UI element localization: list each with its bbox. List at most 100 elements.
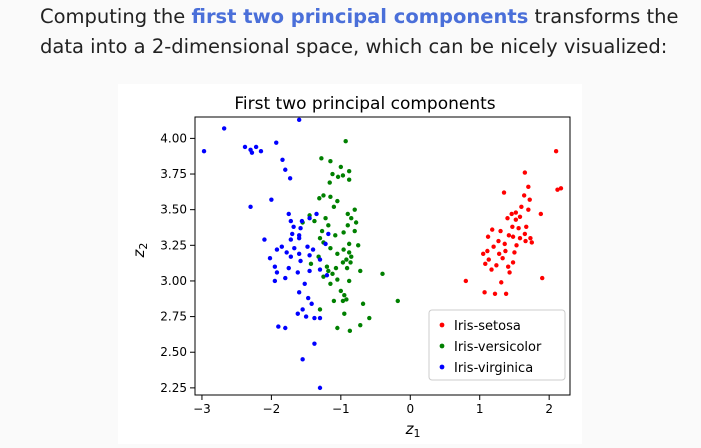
point-iris-versicolor	[335, 325, 340, 331]
point-iris-setosa	[510, 234, 516, 239]
point-iris-setosa	[482, 290, 487, 295]
point-iris-virginica	[307, 253, 312, 258]
point-iris-versicolor	[324, 264, 330, 269]
point-iris-virginica	[288, 254, 294, 259]
point-iris-versicolor	[328, 158, 333, 164]
point-iris-versicolor	[345, 211, 350, 217]
point-iris-setosa	[521, 193, 527, 198]
point-iris-setosa	[524, 224, 529, 229]
point-iris-virginica	[253, 144, 259, 150]
point-iris-versicolor	[346, 241, 352, 247]
point-iris-versicolor	[319, 228, 325, 234]
point-iris-virginica	[286, 265, 291, 271]
point-iris-virginica	[284, 250, 289, 255]
point-iris-versicolor	[330, 271, 335, 277]
y-axis-label: z2	[130, 243, 150, 259]
point-iris-setosa	[555, 187, 560, 192]
point-iris-setosa	[540, 275, 545, 281]
point-iris-virginica	[303, 314, 309, 319]
point-iris-versicolor	[347, 328, 353, 334]
point-iris-virginica	[295, 270, 300, 275]
point-iris-virginica	[299, 218, 305, 224]
legend-marker	[439, 343, 445, 349]
y-tick-label: 3.50	[160, 203, 187, 217]
legend-label: Iris-setosa	[454, 319, 521, 334]
x-tick-label: −3	[193, 402, 211, 416]
point-iris-versicolor	[319, 156, 324, 161]
intro-highlight: first two principal components	[191, 5, 529, 28]
point-iris-setosa	[496, 238, 501, 244]
y-tick-label: 3.00	[160, 274, 187, 288]
point-iris-virginica	[305, 295, 311, 301]
point-iris-virginica	[258, 149, 264, 154]
point-iris-versicolor	[346, 250, 352, 255]
point-iris-setosa	[513, 210, 519, 215]
point-iris-versicolor	[367, 315, 372, 321]
point-iris-setosa	[558, 186, 564, 191]
point-iris-versicolor	[360, 301, 366, 306]
point-iris-setosa	[553, 149, 559, 154]
point-iris-versicolor	[330, 171, 335, 177]
point-iris-virginica	[298, 258, 303, 264]
point-iris-setosa	[523, 238, 528, 244]
intro-text-before: Computing the	[40, 5, 186, 28]
point-iris-versicolor	[335, 251, 340, 257]
point-iris-virginica	[317, 267, 323, 272]
point-iris-versicolor	[345, 223, 350, 228]
point-iris-setosa	[526, 184, 531, 190]
point-iris-virginica	[312, 341, 317, 346]
point-iris-setosa	[516, 226, 521, 231]
point-iris-versicolor	[340, 173, 346, 178]
point-iris-setosa	[526, 207, 531, 212]
x-tick-label: 0	[406, 402, 414, 416]
x-axis-label: z1	[405, 420, 421, 440]
point-iris-versicolor	[323, 216, 328, 221]
point-iris-virginica	[279, 244, 285, 249]
point-iris-setosa	[503, 248, 508, 254]
point-iris-versicolor	[331, 298, 337, 304]
point-iris-versicolor	[335, 277, 340, 282]
point-iris-virginica	[283, 167, 288, 172]
point-iris-versicolor	[346, 168, 352, 174]
point-iris-setosa	[485, 234, 491, 239]
point-iris-virginica	[201, 149, 207, 154]
data-points	[201, 117, 564, 391]
point-iris-setosa	[486, 257, 491, 262]
point-iris-virginica	[300, 357, 305, 362]
y-tick-label: 2.50	[160, 345, 187, 359]
x-tick-label: −2	[263, 402, 281, 416]
point-iris-versicolor	[358, 322, 363, 328]
point-iris-virginica	[310, 247, 316, 252]
point-iris-setosa	[514, 243, 519, 248]
point-iris-versicolor	[395, 298, 400, 304]
y-tick-label: 3.75	[160, 167, 187, 181]
point-iris-virginica	[267, 255, 273, 261]
point-iris-virginica	[298, 226, 303, 231]
point-iris-virginica	[221, 126, 227, 131]
point-iris-setosa	[513, 217, 519, 222]
point-iris-setosa	[496, 251, 502, 257]
point-iris-virginica	[317, 257, 323, 262]
point-iris-setosa	[528, 235, 533, 241]
point-iris-virginica	[283, 325, 288, 331]
point-iris-virginica	[307, 268, 312, 274]
point-iris-versicolor	[321, 193, 326, 198]
point-iris-setosa	[501, 190, 507, 195]
point-iris-versicolor	[349, 216, 354, 221]
point-iris-virginica	[324, 273, 330, 278]
point-iris-virginica	[309, 301, 314, 306]
point-iris-setosa	[519, 204, 524, 210]
point-iris-versicolor	[343, 139, 348, 144]
legend-label: Iris-virginica	[454, 361, 533, 376]
point-iris-setosa	[512, 250, 517, 255]
point-iris-versicolor	[335, 174, 341, 180]
point-iris-versicolor	[344, 265, 350, 271]
point-iris-virginica	[300, 307, 305, 312]
legend-label: Iris-versicolor	[454, 340, 542, 355]
point-iris-versicolor	[335, 198, 340, 204]
point-iris-virginica	[286, 211, 291, 217]
point-iris-versicolor	[331, 204, 337, 210]
point-iris-versicolor	[308, 261, 314, 267]
point-iris-versicolor	[326, 223, 331, 228]
point-iris-setosa	[491, 244, 496, 249]
